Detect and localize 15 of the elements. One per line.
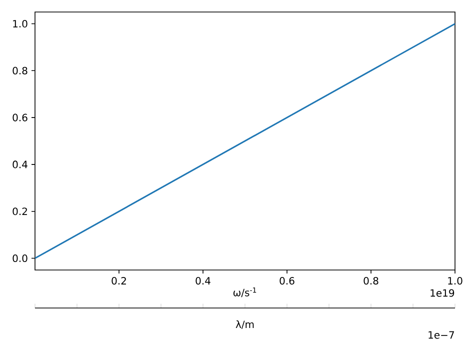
y-tick-label: 0.0 <box>12 254 28 262</box>
text: 1e19 <box>430 289 454 297</box>
x-tick-label: 0.6 <box>280 277 294 285</box>
y-tick-label: 0.2 <box>12 208 27 216</box>
y-tick-label: 1.0 <box>13 20 28 28</box>
x-tick-label: 0.4 <box>196 277 210 285</box>
x-tick-label: 0.8 <box>364 277 378 285</box>
y-tick-label: 0.8 <box>12 66 28 74</box>
x-tick-label: 1.0 <box>448 277 462 285</box>
x-tick-label: 0.2 <box>112 277 126 285</box>
x2-axis-title: λ/m <box>236 320 254 329</box>
text: 1e−7 <box>428 331 454 339</box>
y-tick-label: 0.6 <box>12 114 28 122</box>
y-tick-label: 0.4 <box>12 160 28 168</box>
x-axis-title: ω/s$^{-1}$ <box>233 287 256 298</box>
